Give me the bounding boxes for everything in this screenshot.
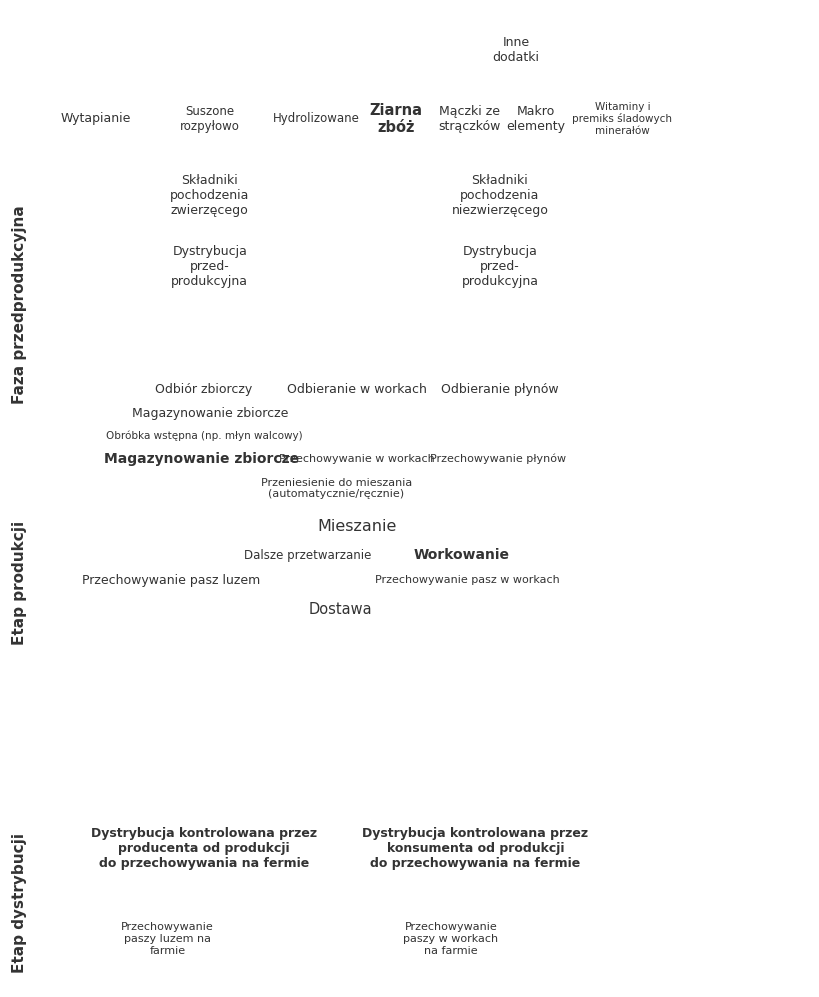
Text: Magazynowanie zbiorcze: Magazynowanie zbiorcze — [131, 408, 287, 421]
Text: Przechowywanie pasz w workach: Przechowywanie pasz w workach — [374, 575, 559, 585]
Text: Odbiór zbiorczy: Odbiór zbiorczy — [156, 383, 252, 396]
Text: Magazynowanie zbiorcze: Magazynowanie zbiorcze — [104, 452, 299, 466]
Text: Dystrybucja
przed-
produkcyjna: Dystrybucja przed- produkcyjna — [461, 245, 538, 288]
Text: Odbieranie płynów: Odbieranie płynów — [441, 383, 558, 396]
Text: Składniki
pochodzenia
niezwierzęcego: Składniki pochodzenia niezwierzęcego — [451, 173, 548, 216]
Text: Dystrybucja kontrolowana przez
producenta od produkcji
do przechowywania na ferm: Dystrybucja kontrolowana przez producent… — [91, 827, 317, 870]
Text: Ziarna
zbóż: Ziarna zbóż — [369, 103, 422, 135]
Text: Dystrybucja kontrolowana przez
konsumenta od produkcji
do przechowywania na ferm: Dystrybucja kontrolowana przez konsument… — [362, 827, 588, 870]
Text: Wytapianie: Wytapianie — [60, 113, 130, 126]
Text: Przechowywanie
paszy luzem na
farmie: Przechowywanie paszy luzem na farmie — [120, 922, 214, 955]
Text: Odbieranie w workach: Odbieranie w workach — [287, 383, 427, 396]
Text: Dystrybucja
przed-
produkcyjna: Dystrybucja przed- produkcyjna — [171, 245, 248, 288]
Text: Dostawa: Dostawa — [308, 602, 372, 617]
Text: Hydrolizowane: Hydrolizowane — [272, 113, 359, 126]
Text: Przeniesienie do mieszania
(automatycznie/ręcznie): Przeniesienie do mieszania (automatyczni… — [260, 478, 412, 499]
Text: Składniki
pochodzenia
zwierzęcego: Składniki pochodzenia zwierzęcego — [170, 173, 249, 216]
Text: Inne
dodatki: Inne dodatki — [492, 36, 539, 64]
Text: Suszone
rozpyłowo: Suszone rozpyłowo — [179, 105, 239, 133]
Text: Przechowywanie płynów: Przechowywanie płynów — [430, 454, 566, 464]
Text: Mieszanie: Mieszanie — [317, 518, 396, 533]
Text: Przechowywanie
paszy w workach
na farmie: Przechowywanie paszy w workach na farmie — [403, 922, 498, 955]
Text: Dalsze przetwarzanie: Dalsze przetwarzanie — [244, 548, 371, 561]
Text: Etap dystrybucji: Etap dystrybucji — [11, 833, 27, 973]
Text: Przechowywanie w workach: Przechowywanie w workach — [278, 454, 434, 464]
Text: Workowanie: Workowanie — [413, 548, 509, 562]
Text: Przechowywanie pasz luzem: Przechowywanie pasz luzem — [82, 573, 260, 586]
Text: Mączki ze
strączków: Mączki ze strączków — [438, 105, 500, 133]
Text: Etap produkcji: Etap produkcji — [11, 521, 27, 645]
Text: Witaminy i
premiks śladowych
minerałów: Witaminy i premiks śladowych minerałów — [572, 102, 672, 136]
Text: Makro
elementy: Makro elementy — [506, 105, 564, 133]
Text: Faza przedprodukcyjna: Faza przedprodukcyjna — [11, 205, 27, 404]
Text: Obróbka wstępna (np. młyn walcowy): Obróbka wstępna (np. młyn walcowy) — [106, 431, 302, 441]
